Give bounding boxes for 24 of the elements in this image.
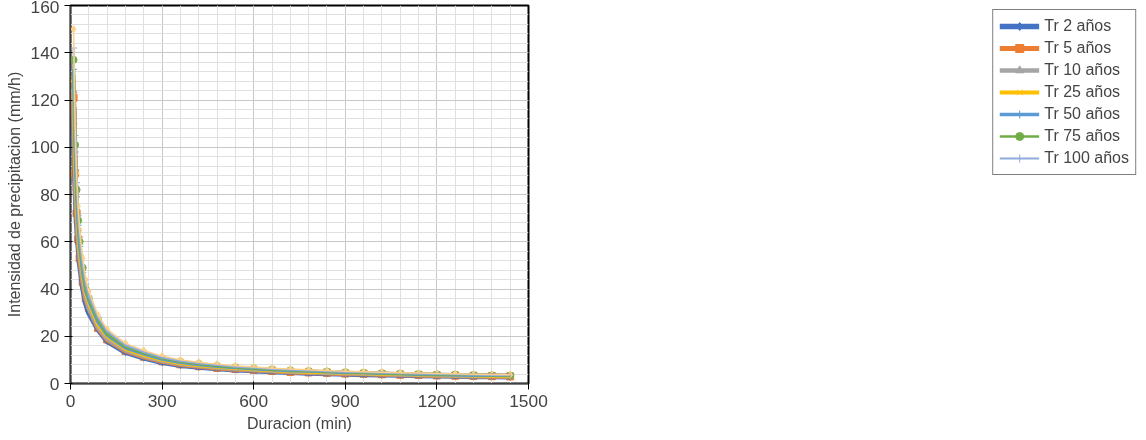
legend-label: Tr 75 años xyxy=(1044,127,1121,145)
x-tick-label: 1500 xyxy=(509,390,548,411)
legend-label: Tr 5 años xyxy=(1044,39,1112,57)
x-tick-label: 0 xyxy=(65,390,76,411)
y-tick-label: 120 xyxy=(30,90,60,110)
y-tick-label: 0 xyxy=(49,373,60,394)
x-tick-label: 600 xyxy=(239,390,269,411)
legend-label: Tr 25 años xyxy=(1044,83,1121,101)
x-axis-title: Duracion (min) xyxy=(247,414,352,432)
y-tick-label: 160 xyxy=(30,0,60,17)
y-axis-title: Intensidad de precipitacion (mm/h) xyxy=(5,71,23,318)
y-tick-label: 140 xyxy=(30,42,60,63)
x-tick-label: 1200 xyxy=(417,390,457,411)
x-tick-label: 300 xyxy=(147,390,177,411)
legend-label: Tr 2 años xyxy=(1044,17,1112,35)
legend-label: Tr 100 años xyxy=(1044,149,1129,167)
legend-label: Tr 10 años xyxy=(1044,61,1121,79)
y-tick-label: 40 xyxy=(40,279,60,299)
y-tick-label: 60 xyxy=(40,231,60,252)
y-tick-label: 100 xyxy=(30,137,60,158)
x-tick-label: 900 xyxy=(330,390,360,411)
y-tick-label: 80 xyxy=(40,184,60,205)
y-tick-label: 20 xyxy=(40,326,60,347)
legend-label: Tr 50 años xyxy=(1044,105,1121,123)
